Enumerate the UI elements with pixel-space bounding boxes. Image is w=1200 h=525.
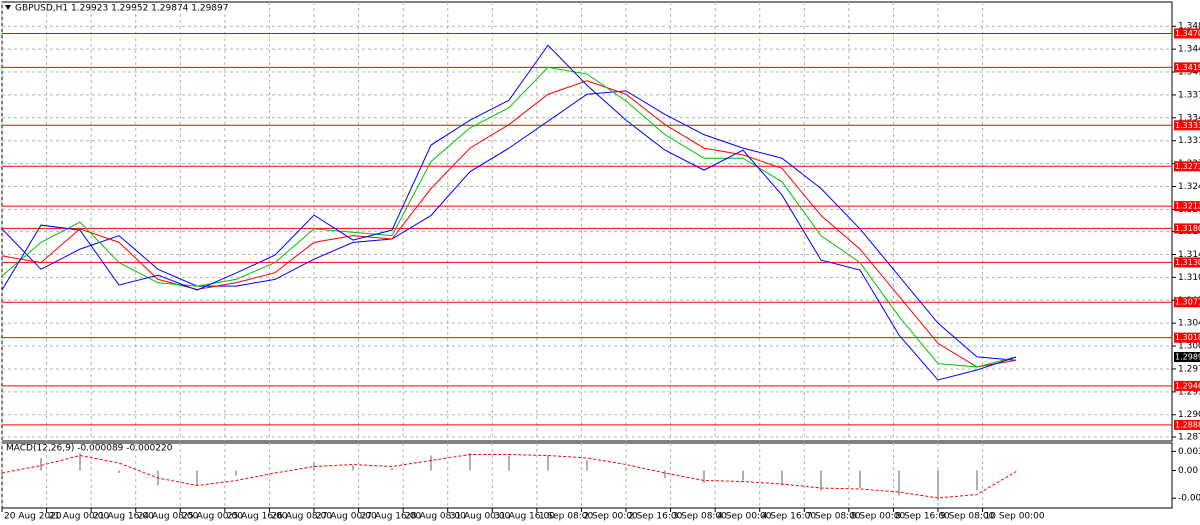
y-tick-label: 0.00 [1178, 466, 1198, 476]
current-price-bg [1174, 352, 1200, 363]
x-tick-label: 20 Aug 2020 [4, 512, 62, 522]
level-label-bg [1174, 297, 1200, 308]
x-tick-label: 1 Sep 08:00 [539, 512, 594, 522]
x-tick-label: 27 Aug 00:00 [316, 512, 377, 522]
macd-title: MACD(12,26,9) -0.000089 -0.000220 [6, 444, 173, 454]
level-label-bg [1174, 161, 1200, 172]
x-tick-label: 8 Sep 00:00 [851, 512, 906, 522]
series-line [1, 66, 1017, 368]
level-label: 1.30711 [1175, 298, 1200, 307]
y-tick-label: 1.33790 [1178, 90, 1200, 100]
x-tick-label: 4 Sep 16:00 [762, 512, 817, 522]
y-tick-label: 1.29040 [1178, 410, 1200, 420]
y-tick-label: 1.29380 [1178, 387, 1200, 397]
level-label: 1.28889 [1175, 420, 1200, 429]
x-tick-label: 21 Aug 00:00 [49, 512, 110, 522]
level-label-bg [1174, 257, 1200, 268]
series-line [1, 80, 1017, 368]
level-label-bg [1174, 28, 1200, 39]
level-label: 1.31807 [1175, 224, 1200, 233]
y-tick-label: 0.003825 [1178, 447, 1200, 457]
x-tick-label: 3 Sep 08:00 [673, 512, 728, 522]
level-label: 1.34703 [1175, 29, 1200, 38]
x-tick-label: 25 Aug 16:00 [227, 512, 288, 522]
current-price-label: 1.29897 [1175, 353, 1200, 362]
x-tick-label: 4 Sep 00:00 [717, 512, 772, 522]
level-label: 1.32730 [1175, 162, 1200, 171]
x-tick-label: 27 Aug 16:00 [361, 512, 422, 522]
x-tick-label: 10 Sep 00:00 [985, 512, 1045, 522]
x-tick-label: 31 Aug 16:00 [494, 512, 555, 522]
x-tick-label: 28 Aug 08:00 [405, 512, 466, 522]
x-tick-label: 24 Aug 08:00 [138, 512, 199, 522]
level-label: 1.31302 [1175, 258, 1200, 267]
y-tick-label: 1.30400 [1178, 319, 1200, 329]
y-tick-label: 1.34810 [1178, 22, 1200, 32]
x-tick-label: 8 Sep 16:00 [895, 512, 950, 522]
y-tick-label: 1.33450 [1178, 113, 1200, 123]
series-line [1, 454, 1017, 499]
level-label: 1.29468 [1175, 381, 1200, 390]
level-label: 1.32139 [1175, 202, 1200, 211]
level-label-bg [1174, 62, 1200, 73]
chart-title: GBPUSD,H1 1.29923 1.29952 1.29874 1.2989… [15, 4, 228, 14]
y-tick-label: 1.31080 [1178, 273, 1200, 283]
y-tick-label: 1.32430 [1178, 182, 1200, 192]
x-tick-label: 31 Aug 00:00 [450, 512, 511, 522]
menu-arrow[interactable] [5, 5, 11, 10]
y-tick-label: 1.30060 [1178, 342, 1200, 352]
level-label-bg [1174, 380, 1200, 391]
x-tick-label: 25 Aug 00:00 [182, 512, 243, 522]
y-tick-label: 1.34130 [1178, 68, 1200, 78]
x-tick-label: 9 Sep 08:00 [940, 512, 995, 522]
y-tick-label: 1.33110 [1178, 136, 1200, 146]
series-line [1, 90, 1017, 361]
y-tick-label: 1.28710 [1178, 432, 1200, 442]
x-tick-label: 21 Aug 16:00 [93, 512, 154, 522]
y-tick-label: -0.005542 [1178, 494, 1200, 504]
x-tick-label: 2 Sep 16:00 [628, 512, 683, 522]
panel-frame [1, 1, 1173, 442]
level-label-bg [1174, 120, 1200, 131]
y-tick-label: 1.31420 [1178, 250, 1200, 260]
level-label-bg [1174, 201, 1200, 212]
level-label: 1.34199 [1175, 63, 1200, 72]
level-label-bg [1174, 419, 1200, 430]
level-label-bg [1174, 223, 1200, 234]
level-label-bg [1174, 332, 1200, 343]
series-line [1, 44, 1017, 381]
x-tick-label: 7 Sep 08:00 [806, 512, 861, 522]
y-tick-label: 1.29720 [1178, 364, 1200, 374]
x-tick-label: 26 Aug 08:00 [271, 512, 332, 522]
level-label: 1.30185 [1175, 333, 1200, 342]
y-tick-label: 1.34470 [1178, 45, 1200, 55]
level-label: 1.33339 [1175, 121, 1200, 130]
x-tick-label: 2 Sep 00:00 [583, 512, 638, 522]
